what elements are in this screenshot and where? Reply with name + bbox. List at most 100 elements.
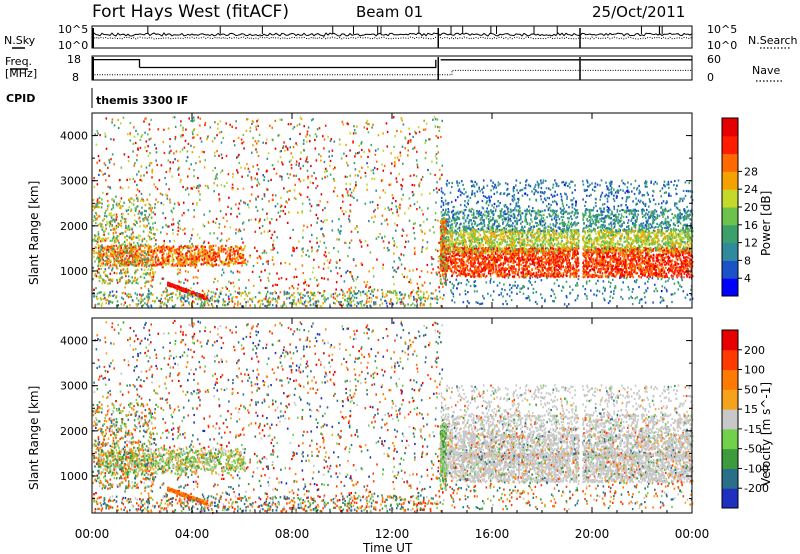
range-gate-cell bbox=[316, 128, 319, 131]
range-gate-cell bbox=[136, 183, 138, 187]
range-gate-cell bbox=[267, 188, 269, 191]
range-gate-cell bbox=[341, 194, 344, 197]
range-gate-cell bbox=[295, 304, 297, 307]
range-gate-cell bbox=[386, 305, 389, 308]
range-gate-cell bbox=[113, 228, 116, 231]
range-gate-cell bbox=[435, 134, 438, 138]
range-gate-cell bbox=[404, 147, 406, 150]
range-gate-cell bbox=[154, 203, 156, 206]
range-gate-cell bbox=[261, 208, 264, 211]
range-gate-cell bbox=[178, 262, 181, 265]
range-gate-cell bbox=[111, 220, 113, 223]
range-gate-cell bbox=[202, 305, 204, 308]
range-gate-cell bbox=[130, 233, 133, 236]
range-gate-cell bbox=[204, 123, 206, 127]
range-gate-cell bbox=[134, 209, 137, 212]
range-gate-cell bbox=[430, 292, 433, 295]
range-gate-cell bbox=[226, 287, 228, 290]
range-gate-cell bbox=[391, 194, 394, 197]
range-gate-cell bbox=[144, 131, 146, 134]
range-gate-cell bbox=[421, 248, 423, 251]
range-gate-cell bbox=[418, 183, 420, 186]
range-gate-cell bbox=[105, 117, 108, 120]
range-gate-cell bbox=[206, 135, 209, 139]
range-gate-cell bbox=[156, 296, 158, 299]
range-gate-cell bbox=[172, 260, 175, 263]
range-gate-cell bbox=[302, 164, 304, 167]
range-gate-cell bbox=[97, 254, 100, 257]
range-gate-cell bbox=[190, 144, 192, 147]
range-gate-cell bbox=[437, 136, 439, 139]
range-gate-cell bbox=[427, 294, 430, 297]
range-gate-cell bbox=[115, 237, 118, 240]
range-gate-cell bbox=[161, 257, 164, 260]
range-gate-cell bbox=[637, 199, 640, 202]
range-gate-cell bbox=[343, 213, 345, 216]
range-gate-cell bbox=[197, 116, 199, 119]
range-gate-cell bbox=[421, 209, 423, 212]
range-gate-cell bbox=[196, 264, 198, 267]
range-gate-cell bbox=[126, 178, 128, 181]
range-gate-cell bbox=[268, 200, 270, 203]
range-gate-cell bbox=[224, 263, 226, 266]
range-gate-cell bbox=[141, 197, 143, 200]
range-gate-cell bbox=[149, 269, 152, 272]
range-gate-cell bbox=[256, 178, 259, 181]
range-gate-cell bbox=[199, 198, 201, 201]
range-gate-cell bbox=[137, 282, 139, 285]
range-gate-cell bbox=[354, 227, 357, 230]
range-gate-cell bbox=[323, 254, 326, 257]
range-gate-cell bbox=[456, 262, 459, 265]
range-gate-cell bbox=[92, 209, 95, 212]
range-gate-cell bbox=[220, 260, 222, 263]
range-gate-cell bbox=[342, 200, 344, 203]
range-gate-cell bbox=[122, 298, 125, 301]
range-gate-cell bbox=[119, 205, 122, 208]
range-gate-cell bbox=[111, 253, 113, 256]
range-gate-cell bbox=[256, 120, 258, 123]
range-gate-cell bbox=[436, 181, 438, 184]
range-gate-cell bbox=[447, 236, 450, 239]
range-gate-cell bbox=[153, 249, 156, 252]
range-gate-cell bbox=[201, 251, 204, 254]
range-gate-cell bbox=[98, 201, 101, 204]
range-gate-cell bbox=[193, 215, 195, 218]
range-gate-cell bbox=[206, 263, 208, 266]
range-gate-cell bbox=[172, 245, 175, 248]
range-gate-cell bbox=[126, 267, 129, 270]
range-gate-cell bbox=[213, 263, 216, 266]
range-gate-cell bbox=[223, 247, 225, 250]
range-gate-cell bbox=[226, 239, 228, 242]
range-gate-cell bbox=[137, 133, 139, 136]
range-gate-cell bbox=[98, 280, 101, 283]
range-gate-cell bbox=[199, 252, 201, 255]
range-gate-cell bbox=[135, 270, 137, 273]
range-gate-cell bbox=[400, 130, 402, 133]
range-gate-cell bbox=[356, 292, 359, 295]
range-gate-cell bbox=[253, 284, 255, 287]
range-gate-cell bbox=[395, 177, 398, 180]
range-gate-cell bbox=[121, 252, 123, 255]
range-gate-cell bbox=[176, 289, 178, 292]
range-gate-cell bbox=[147, 222, 150, 225]
range-gate-cell bbox=[591, 188, 594, 191]
range-gate-cell bbox=[136, 250, 138, 253]
range-gate-cell bbox=[288, 263, 291, 266]
range-gate-cell bbox=[250, 178, 253, 181]
range-gate-cell bbox=[419, 302, 422, 305]
range-gate-cell bbox=[104, 132, 106, 135]
range-gate-cell bbox=[229, 252, 231, 255]
range-gate-cell bbox=[360, 155, 362, 158]
range-gate-cell bbox=[426, 297, 429, 301]
range-gate-cell bbox=[313, 171, 315, 175]
range-gate-cell bbox=[438, 126, 441, 129]
range-gate-cell bbox=[292, 127, 294, 130]
range-gate-cell bbox=[263, 175, 266, 179]
range-gate-cell bbox=[213, 137, 216, 140]
range-gate-cell bbox=[151, 170, 153, 173]
range-gate-cell bbox=[180, 245, 182, 248]
range-gate-cell bbox=[348, 219, 351, 222]
range-gate-cell bbox=[296, 246, 298, 249]
range-gate-cell bbox=[431, 263, 433, 266]
range-gate-cell bbox=[155, 246, 158, 250]
